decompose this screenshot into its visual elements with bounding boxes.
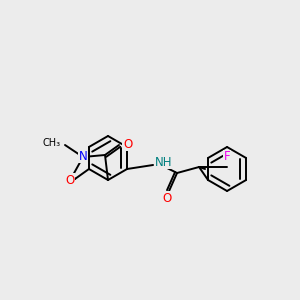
Text: O: O <box>162 191 172 205</box>
Text: NH: NH <box>155 155 172 169</box>
Text: F: F <box>224 151 230 164</box>
Text: O: O <box>65 173 75 187</box>
Text: O: O <box>123 137 132 151</box>
Text: N: N <box>79 149 87 163</box>
Text: CH₃: CH₃ <box>43 138 61 148</box>
